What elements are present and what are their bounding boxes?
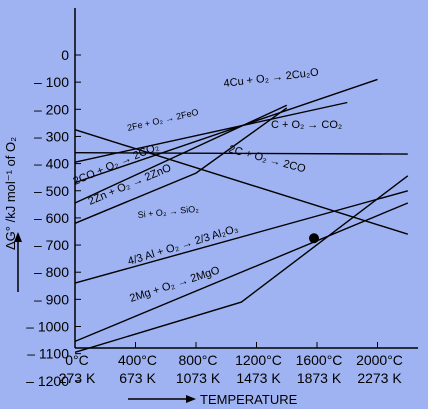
x-tick-label-kelvin: 1073 K — [176, 370, 221, 386]
axes — [74, 8, 418, 349]
y-tick-label: – 1200 — [26, 373, 69, 389]
series-lines — [74, 78, 409, 353]
x-axis-arrowhead — [186, 395, 196, 403]
series-line — [74, 107, 288, 224]
y-tick-label: – 800 — [34, 264, 69, 280]
x-tick-label-celsius: 800°C — [178, 352, 217, 368]
x-tick-label-kelvin: 1873 K — [297, 370, 342, 386]
series-label: C + O₂ → CO₂ — [271, 119, 342, 131]
y-tick-label: – 600 — [34, 210, 69, 226]
x-tick-label-kelvin: 2273 K — [357, 370, 402, 386]
y-tick-label: – 300 — [34, 128, 69, 144]
series-line — [74, 202, 409, 343]
series-line — [74, 175, 409, 353]
series-line — [74, 190, 408, 284]
series-line — [74, 78, 378, 184]
y-axis-arrowhead — [14, 232, 22, 242]
y-tick-label: – 500 — [34, 183, 69, 199]
y-tick-label: – 100 — [34, 74, 69, 90]
y-tick-label: – 700 — [34, 237, 69, 253]
x-tick-label-celsius: 400°C — [118, 352, 157, 368]
series-line — [74, 152, 408, 155]
x-axis-title: TEMPERATURE — [200, 392, 298, 407]
x-tick-label-kelvin: 273 K — [59, 370, 96, 386]
x-tick-label-celsius: 1200°C — [235, 352, 282, 368]
x-tick-label-kelvin: 673 K — [119, 370, 156, 386]
series-line — [74, 104, 288, 204]
series-line — [74, 129, 409, 235]
y-tick-label: – 1000 — [26, 319, 69, 335]
x-tick-label-celsius: 1600°C — [296, 352, 343, 368]
y-tick-label: 0 — [61, 47, 69, 63]
x-tick-label-kelvin: 1473 K — [236, 370, 281, 386]
x-ticks: 0°C 273 K 400°C 673 K 800°C 1073 K 1200°C 1473 … — [59, 342, 403, 386]
x-tick-label-celsius: 0°C — [65, 352, 89, 368]
intersection-point — [308, 233, 319, 244]
y-tick-label: – 900 — [34, 291, 69, 307]
y-tick-label: – 400 — [34, 156, 69, 172]
y-axis-title: ΔG° /kJ mol⁻¹ of O₂ — [3, 137, 18, 250]
x-tick-label-celsius: 2000°C — [356, 352, 403, 368]
y-ticks: 0 – 100 – 200 – 300 – 400 – 500 – 600 – 700 – 80… — [26, 47, 81, 389]
y-tick-label: – 1100 — [27, 346, 69, 362]
y-tick-label: – 200 — [34, 101, 69, 117]
